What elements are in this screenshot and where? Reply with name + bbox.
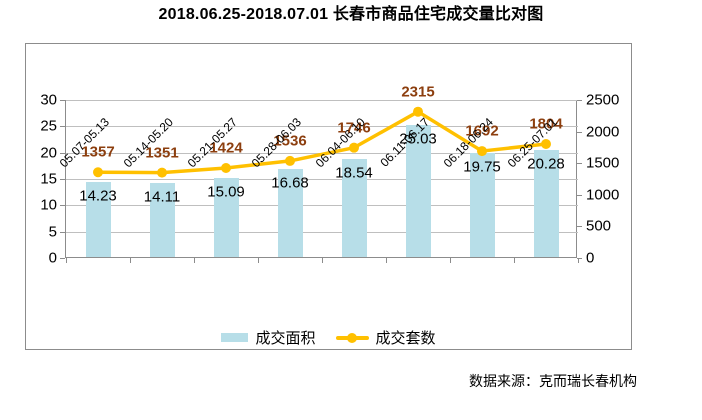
x-axis-tick [514,258,515,263]
y-axis-tick [577,194,582,196]
y-axis-tick [577,163,582,165]
line-value-label: 1357 [81,143,115,161]
x-axis-tick [450,258,451,263]
bar-value-label: 25.03 [399,130,437,148]
line-point [93,167,103,178]
gridline [66,231,578,233]
legend: 成交面积 成交套数 [26,327,631,348]
y-axis-left-label: 30 [40,91,57,109]
line-point [477,146,487,157]
y-axis-tick [60,126,65,128]
page-title: 2018.06.25-2018.07.01 长春市商品住宅成交量比对图 [158,6,544,23]
bar [405,125,431,257]
x-axis-tick [66,258,67,263]
line-point [541,138,551,149]
bar-value-label: 16.68 [271,174,309,192]
bar [213,177,239,257]
bar [341,159,367,257]
bar-value-label: 15.09 [207,183,245,201]
y-axis-right-label: 2000 [586,123,620,141]
line-point [157,167,167,178]
bar-value-label: 14.11 [143,188,181,206]
bar-value-label: 19.75 [463,158,501,176]
legend-item-area: 成交面积 [221,327,316,348]
legend-label: 成交套数 [375,330,436,347]
y-axis-right-label: 1500 [586,154,620,172]
legend-label: 成交面积 [255,330,316,347]
x-axis-tick [258,258,259,263]
x-axis-tick [130,258,131,263]
line-value-label: 1536 [273,132,307,150]
y-axis-left-label: 10 [40,196,57,214]
line-point [221,163,231,174]
y-axis-tick [577,100,582,101]
y-axis-left-label: 15 [40,170,57,188]
gridline [66,100,578,101]
y-axis-right-label: 0 [586,249,595,267]
line-value-label: 1424 [209,139,243,157]
line-path [96,109,548,175]
y-axis-tick [577,258,582,259]
line-value-label: 2315 [401,83,435,101]
y-axis-right-label: 1000 [586,186,620,204]
y-axis-left-label: 5 [48,223,57,241]
y-axis-tick [60,179,65,180]
legend-line-marker-icon [335,332,369,344]
y-axis-tick [577,226,582,228]
bar [277,169,303,257]
chart-frame: 14.23 14.11 15.09 16.68 18.54 25.03 19.75 20.28… [25,43,632,350]
line-point [285,155,295,166]
line-value-label: 1804 [529,115,563,133]
legend-line-dot-icon [346,332,357,343]
x-axis-tick [578,258,579,263]
line-point [413,106,423,117]
line-value-label: 1351 [145,144,179,162]
gridline [66,205,578,207]
x-axis-tick [386,258,387,263]
y-axis-tick [577,131,582,133]
y-axis-left-label: 20 [40,144,57,162]
y-axis-tick [60,205,65,207]
legend-item-count: 成交套数 [335,327,436,348]
bar [149,182,175,257]
y-axis-tick [60,152,65,154]
bar [85,182,111,257]
gridline [66,179,578,180]
line-point [349,142,359,153]
line-value-label: 1746 [337,119,371,137]
gridline [66,126,578,128]
y-axis-tick [60,100,65,101]
bar-value-label: 20.28 [527,155,565,173]
y-axis-tick [60,231,65,233]
y-axis-right-label: 500 [586,217,612,235]
x-axis-tick [194,258,195,263]
source-note: 数据来源：克而瑞长春机构 [469,373,637,389]
plot-area: 14.23 14.11 15.09 16.68 18.54 25.03 19.75 20.28… [40,83,619,266]
bar-value-label: 18.54 [335,164,373,182]
legend-bar-swatch-icon [221,333,249,342]
y-axis-tick [60,258,65,259]
bar [469,152,495,257]
bar-value-label: 14.23 [79,187,117,205]
x-axis-tick [322,258,323,263]
line-series [93,106,551,178]
bar [533,150,559,257]
y-axis-left-label: 25 [40,117,57,135]
y-axis-right-label: 2500 [586,91,620,109]
y-axis-left-label: 0 [48,249,57,267]
line-value-label: 1692 [465,122,499,140]
